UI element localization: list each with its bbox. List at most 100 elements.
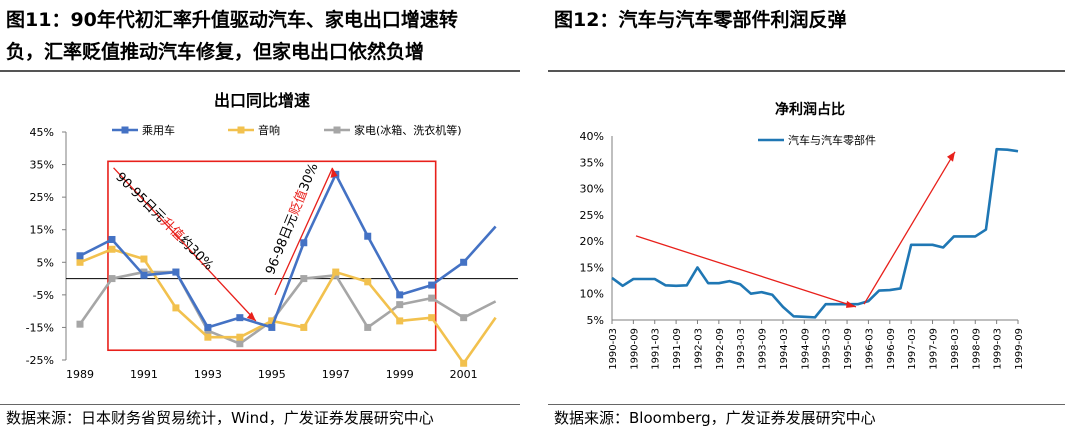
y-tick-label: 25%	[580, 209, 604, 222]
series-marker-2	[428, 294, 436, 302]
series-marker-1	[140, 255, 148, 263]
x-tick-label: 1993	[194, 368, 222, 381]
annotation-text-1-part: 90-95日元	[112, 170, 168, 226]
x-tick-label: 1999-03	[993, 328, 1004, 370]
legend-label: 家电(冰箱、洗衣机等)	[354, 123, 462, 137]
y-tick-label: 45%	[30, 126, 54, 139]
annotation-arrow-1	[113, 167, 257, 322]
legend-item-0: 乘用车	[112, 123, 175, 137]
right-panel: 图12：汽车与汽车零部件利润反弹 净利润占比 汽车与汽车零部件 40% 35% 30% 2…	[548, 0, 1065, 441]
series-marker-2	[460, 314, 468, 322]
series-marker-2	[76, 320, 84, 328]
x-tick-label: 1999	[386, 368, 414, 381]
annotation-text-2-suffix: 30%	[297, 161, 322, 193]
highlight-box	[107, 160, 437, 352]
series-line-0	[79, 173, 497, 329]
y-tick-label: -25%	[26, 354, 54, 367]
trend-arrow-down	[635, 235, 857, 308]
x-tick-label: 1991-03	[651, 328, 662, 370]
series-marker-0	[108, 235, 116, 243]
x-tick-label: 1998-09	[971, 328, 982, 370]
x-tick-label: 1998-03	[950, 328, 961, 370]
x-tick-label: 1995-09	[843, 328, 854, 370]
series-marker-1	[332, 268, 340, 276]
series-marker-1	[108, 245, 116, 253]
x-tick-label: 1995	[258, 368, 286, 381]
y-tick-label: 20%	[580, 235, 604, 248]
figure-12-source: 数据来源：Bloomberg，广发证券发展研究中心	[554, 409, 876, 427]
x-tick-label: 1996-09	[886, 328, 897, 370]
legend-swatch-marker	[237, 126, 245, 134]
x-tick-label: 1990-09	[629, 328, 640, 370]
legend-item-2: 家电(冰箱、洗衣机等)	[324, 123, 462, 137]
series-marker-2	[364, 323, 372, 331]
legend-item-1: 音响	[228, 123, 280, 137]
y-tick-label: 5%	[587, 314, 604, 327]
series-marker-1	[428, 314, 436, 322]
series-marker-1	[460, 359, 468, 367]
series-marker-0	[300, 239, 308, 247]
series-marker-1	[236, 333, 244, 341]
x-tick-label: 1997-03	[907, 328, 918, 370]
left-panel: 图11：90年代初汇率升值驱动汽车、家电出口增速转 负，汇率贬值推动汽车修复，但…	[0, 0, 520, 441]
y-tick-label: 40%	[580, 130, 604, 143]
series-marker-0	[364, 232, 372, 240]
series-marker-1	[268, 317, 276, 325]
figure-11-source: 数据来源：日本财务省贸易统计，Wind，广发证券发展研究中心	[6, 409, 434, 427]
x-tick-label: 1994-03	[779, 328, 790, 370]
title-rule	[548, 70, 1065, 72]
series-marker-0	[140, 271, 148, 279]
legend-swatch-marker	[333, 126, 341, 134]
y-tick-label: -15%	[26, 321, 54, 334]
y-tick-label: 35%	[30, 159, 54, 172]
x-tick-label: 1990-03	[608, 328, 619, 370]
chart-title: 出口同比增速	[214, 91, 310, 110]
figure-12-title: 图12：汽车与汽车零部件利润反弹	[554, 9, 847, 31]
y-tick-label: 15%	[30, 224, 54, 237]
figure-11-title-line1: 图11：90年代初汇率升值驱动汽车、家电出口增速转	[6, 9, 458, 31]
x-tick-label: 2001	[450, 368, 478, 381]
series-marker-1	[204, 333, 212, 341]
y-tick-label: 35%	[580, 156, 604, 169]
series-marker-1	[300, 323, 308, 331]
y-tick-label: 10%	[580, 288, 604, 301]
annotation-arrowhead-2	[330, 167, 338, 178]
x-tick-label: 1992-03	[693, 328, 704, 370]
x-tick-label: 1994-09	[800, 328, 811, 370]
annotation-arrow-2	[274, 167, 334, 296]
series-marker-0	[428, 281, 436, 289]
x-tick-label: 1989	[66, 368, 94, 381]
series-line-2	[78, 270, 497, 346]
legend-label: 音响	[258, 123, 280, 137]
series-marker-2	[300, 275, 308, 283]
figure-11-title: 图11：90年代初汇率升值驱动汽车、家电出口增速转 负，汇率贬值推动汽车修复，但…	[6, 4, 458, 68]
x-tick-label: 1993-09	[758, 328, 769, 370]
x-tick-label: 1997-09	[929, 328, 940, 370]
series-marker-2	[236, 340, 244, 348]
chart-title: 净利润占比	[775, 101, 845, 118]
y-tick-label: 15%	[580, 261, 604, 274]
trend-arrowhead-up	[947, 151, 955, 162]
series-marker-1	[396, 317, 404, 325]
x-tick-label: 1993-03	[736, 328, 747, 370]
x-tick-label: 1997	[322, 368, 350, 381]
series-marker-2	[396, 301, 404, 309]
x-tick-label: 1995-03	[822, 328, 833, 370]
legend-swatch-marker	[121, 126, 129, 134]
x-tick-label: 1992-09	[715, 328, 726, 370]
legend-label: 汽车与汽车零部件	[788, 133, 876, 147]
legend-label: 乘用车	[142, 123, 175, 137]
series-marker-0	[268, 323, 276, 331]
series-marker-0	[204, 323, 212, 331]
export-growth-chart: 出口同比增速 45% 35% 25% 15% 5% -5% -15% -25% 1989 1991 1…	[26, 91, 518, 381]
trend-arrowhead-down	[846, 300, 856, 308]
series-marker-1	[172, 304, 180, 312]
source-rule	[548, 404, 1065, 405]
y-tick-label: -5%	[33, 289, 54, 302]
annotation-text-2: 96-98日元贬值30%	[262, 161, 321, 277]
x-tick-label: 1991	[130, 368, 158, 381]
source-rule	[0, 404, 520, 405]
title-rule	[0, 70, 520, 72]
annotation-arrowhead-1	[246, 311, 256, 321]
